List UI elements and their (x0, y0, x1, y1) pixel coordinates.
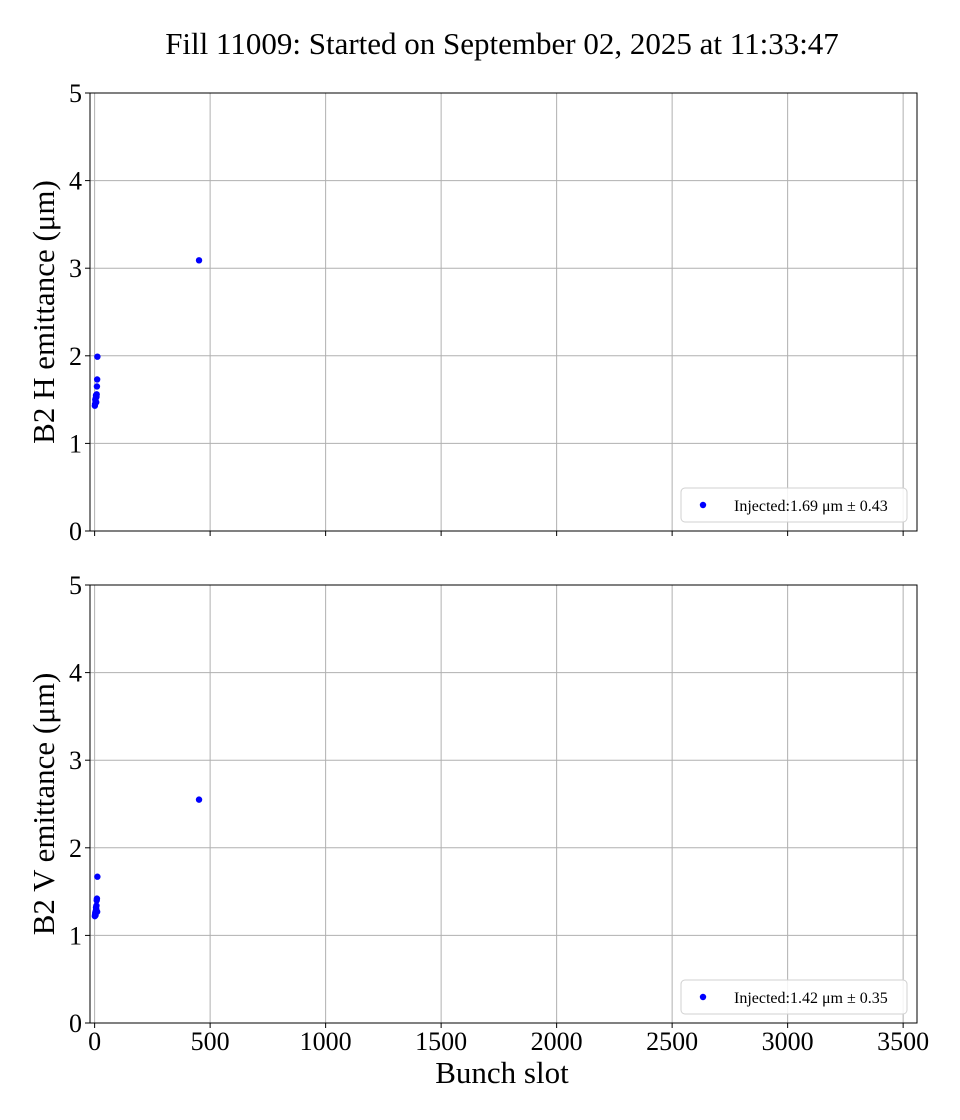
x-tick-label: 3500 (877, 1027, 929, 1056)
x-tick-label: 0 (88, 1027, 101, 1056)
y-tick-label: 4 (69, 167, 82, 196)
y-tick-label: 1 (69, 429, 82, 458)
y-tick-label: 3 (69, 746, 82, 775)
plot-frame (89, 92, 918, 532)
data-point (93, 908, 101, 915)
x-axis-label: Bunch slot (435, 1055, 569, 1090)
x-tick-label: 2000 (531, 1027, 583, 1056)
y-tick-label: 2 (69, 342, 82, 371)
plot-frame (89, 584, 918, 1024)
y-axis-label: B2 H emittance (μm) (26, 180, 61, 444)
y-axis-label: B2 V emittance (μm) (26, 673, 61, 936)
legend-label: Injected:1.42 μm ± 0.35 (734, 990, 888, 1007)
chart-title: Fill 11009: Started on September 02, 202… (165, 26, 839, 61)
legend-box (680, 979, 908, 1015)
data-point (195, 796, 203, 803)
data-point (93, 383, 101, 390)
x-tick-label: 3000 (762, 1027, 814, 1056)
data-point (93, 391, 100, 398)
data-point (195, 257, 203, 264)
legend-marker (699, 501, 707, 509)
y-tick-label: 3 (69, 254, 82, 283)
data-point (93, 895, 101, 902)
y-tick-label: 5 (69, 571, 82, 600)
y-tick-label: 4 (69, 659, 82, 688)
y-tick-label: 5 (69, 79, 82, 108)
legend-box (680, 487, 908, 523)
data-point (94, 873, 101, 880)
top-panel: 0 1 2 3 4 5 B2 H emittance (μm) Injected:1.69 μ… (26, 79, 918, 546)
legend-marker (699, 993, 707, 1001)
data-point (93, 376, 101, 383)
legend: Injected:1.69 μm ± 0.43 (680, 487, 908, 523)
x-tick-label: 500 (191, 1027, 230, 1056)
x-tick-label: 1000 (300, 1027, 352, 1056)
legend: Injected:1.42 μm ± 0.35 (680, 979, 908, 1015)
legend-label: Injected:1.69 μm ± 0.43 (734, 498, 888, 515)
y-tick-label: 0 (69, 1009, 82, 1038)
x-tick-label: 2500 (646, 1027, 698, 1056)
x-tick-label: 1500 (415, 1027, 467, 1056)
data-point (94, 353, 101, 360)
y-tick-label: 1 (69, 921, 82, 950)
y-tick-label: 0 (69, 517, 82, 546)
bottom-panel: 0 1 2 3 4 5 0 500 1000 1500 2000 2500 3000 3500 B2 V e… (26, 571, 929, 1056)
data-point (93, 399, 100, 406)
y-tick-label: 2 (69, 834, 82, 863)
data-point (93, 902, 100, 909)
